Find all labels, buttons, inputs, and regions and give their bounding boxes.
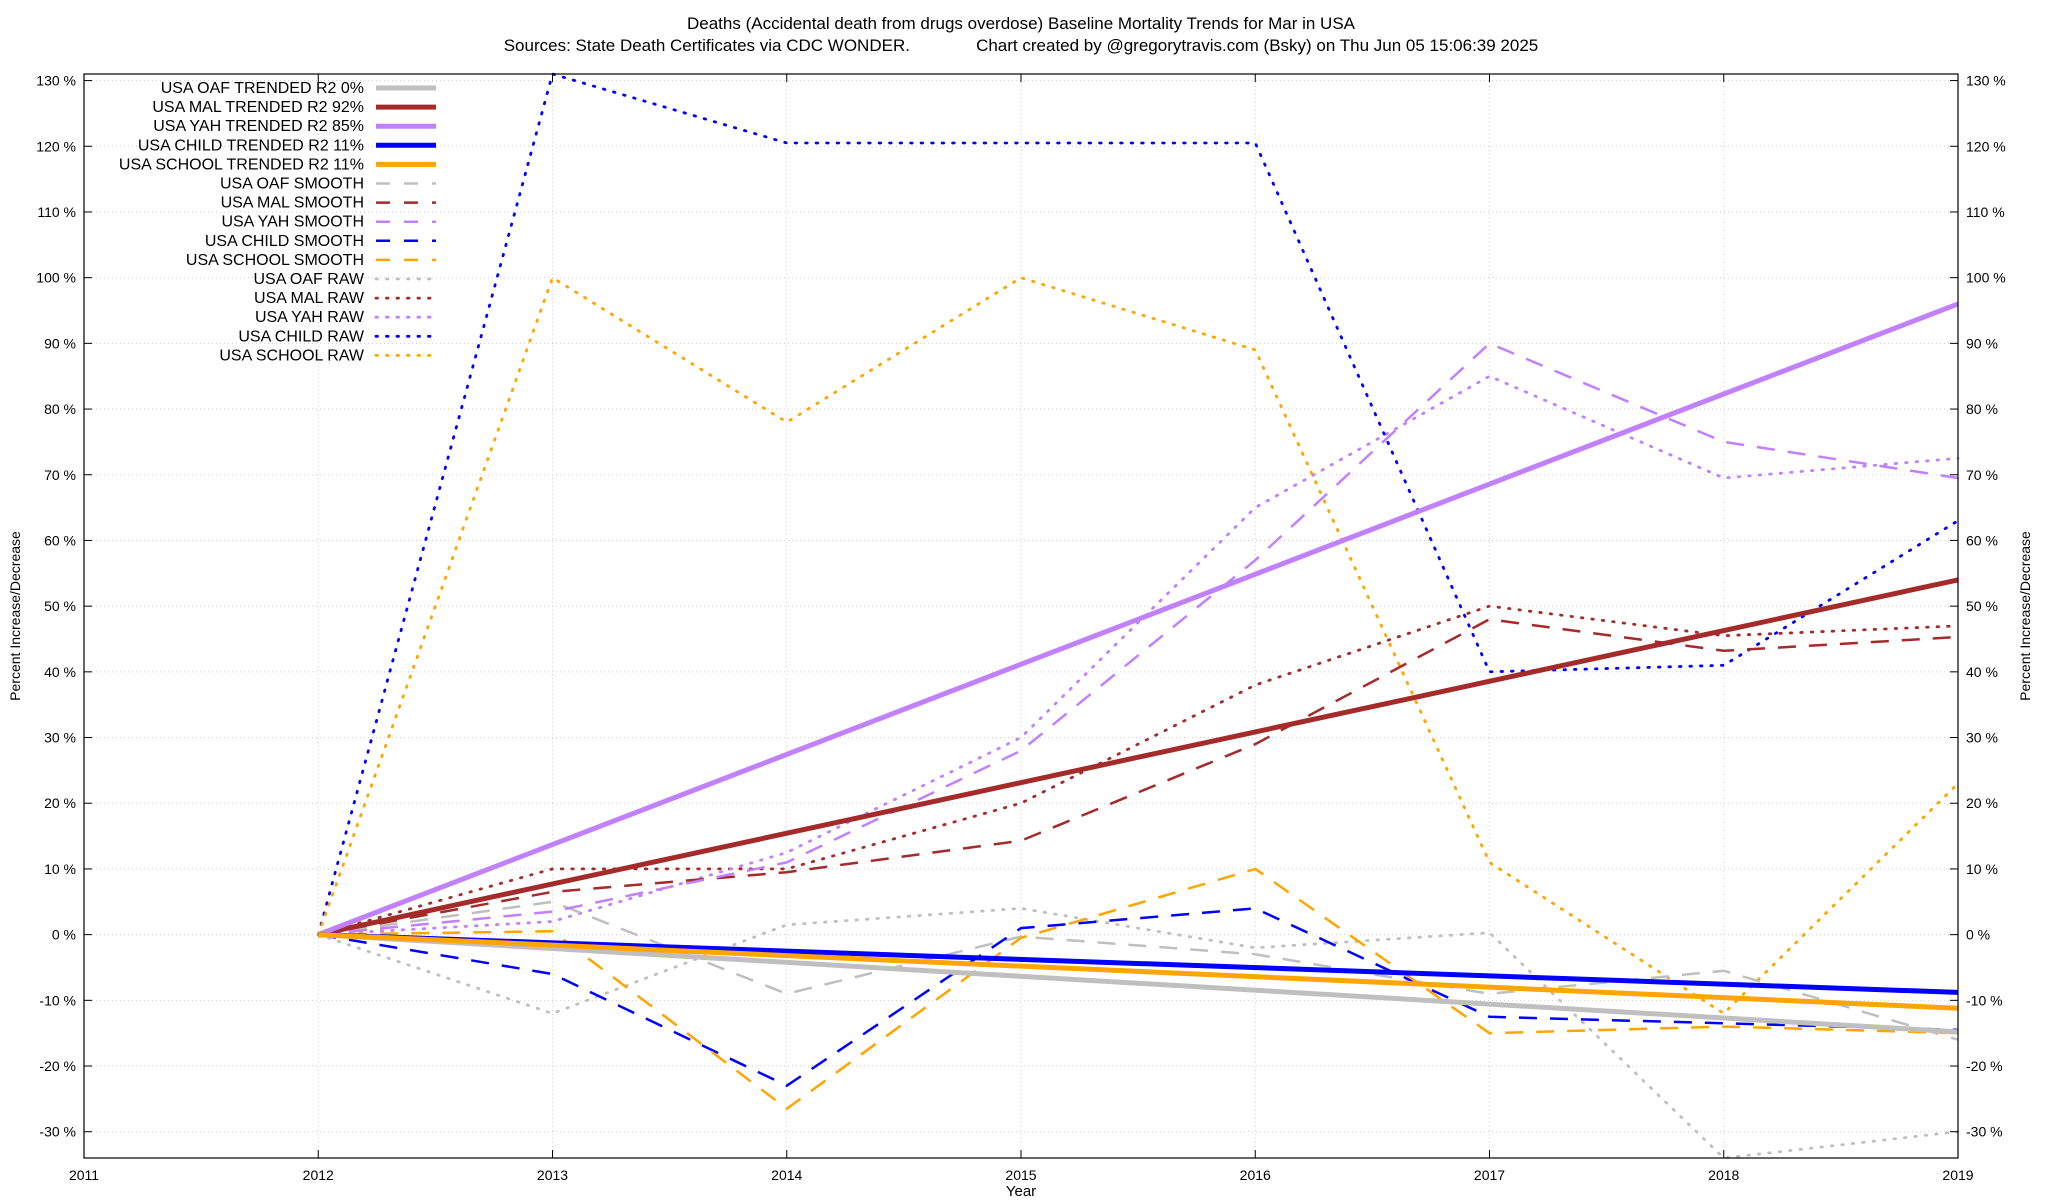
y-tick-label: 110 % <box>37 204 76 220</box>
x-axis-label: Year <box>1006 1183 1036 1200</box>
series-group <box>316 72 1960 1160</box>
legend-label: USA SCHOOL SMOOTH <box>186 252 364 269</box>
legend-label: USA MAL SMOOTH <box>221 195 364 212</box>
y-tick-label: 70 % <box>44 467 76 483</box>
series-line-school-raw <box>316 276 1960 1015</box>
y2-tick-label: 110 % <box>1966 204 2005 220</box>
legend-label: USA MAL TRENDED R2 92% <box>152 99 364 116</box>
y-tick-label: 30 % <box>44 730 76 746</box>
legend-label: USA YAH RAW <box>255 309 365 326</box>
x-tick-label: 2017 <box>1474 1167 1505 1183</box>
legend-label: USA OAF RAW <box>253 271 364 288</box>
series-line-school-smooth <box>318 867 1959 1110</box>
legend-label: USA YAH TRENDED R2 85% <box>153 118 364 135</box>
y2-tick-label: -20 % <box>1966 1058 2003 1074</box>
legend-label: USA YAH SMOOTH <box>221 214 364 231</box>
y2-tick-label: 40 % <box>1966 664 1998 680</box>
y-tick-label: -30 % <box>39 1124 76 1140</box>
series-line-yah-trended <box>317 301 1959 937</box>
x-tick-label: 2019 <box>1942 1167 1973 1183</box>
y-tick-label: 0 % <box>52 927 76 943</box>
y-tick-label: 10 % <box>44 861 76 877</box>
y2-tick-label: 60 % <box>1966 532 1998 548</box>
y-tick-label: 50 % <box>44 598 76 614</box>
y2-tick-label: -10 % <box>1966 992 2003 1008</box>
y-tick-label: -10 % <box>39 992 76 1008</box>
y-tick-label: 120 % <box>36 138 76 154</box>
y-tick-label: 20 % <box>44 795 76 811</box>
y-tick-label: 40 % <box>44 664 76 680</box>
y-axis-label: Percent Increase/Decrease <box>7 531 23 701</box>
y2-tick-label: 120 % <box>1966 138 2006 154</box>
grid <box>83 74 1959 1158</box>
y2-tick-label: 80 % <box>1966 401 1998 417</box>
series-line-mal-raw <box>316 604 1960 936</box>
y2-axis-label: Percent Increase/Decrease <box>2017 531 2033 701</box>
x-tick-label: 2013 <box>537 1167 568 1183</box>
series-line-school-trended <box>318 932 1959 1011</box>
legend: USA OAF TRENDED R2 0% USA MAL TRENDED R2 … <box>119 80 438 364</box>
y-tick-label: -20 % <box>39 1058 76 1074</box>
series-line-yah-smooth <box>318 342 1959 936</box>
legend-label: USA OAF SMOOTH <box>220 176 364 193</box>
x-tick-label: 2012 <box>303 1167 334 1183</box>
y2-tick-label: 30 % <box>1966 730 1998 746</box>
legend-label: USA CHILD TRENDED R2 11% <box>138 137 364 154</box>
y-tick-label: 130 % <box>36 73 76 89</box>
chart-title: Deaths (Accidental death from drugs over… <box>687 14 1356 33</box>
legend-label: USA CHILD SMOOTH <box>205 233 364 250</box>
y-tick-label: 100 % <box>36 270 76 286</box>
y2-tick-label: -30 % <box>1966 1124 2003 1140</box>
y2-tick-label: 50 % <box>1966 598 1998 614</box>
series-line-oaf-smooth <box>318 900 1959 1041</box>
y2-tick-label: 100 % <box>1966 270 2006 286</box>
y-tick-label: 80 % <box>44 401 76 417</box>
axis-ticks: 130 % 130 % 120 % 120 % 110 % 110 % 100 % 100 %… <box>36 73 2005 1183</box>
x-tick-label: 2015 <box>1005 1167 1036 1183</box>
y-tick-label: 90 % <box>44 335 76 351</box>
x-tick-label: 2018 <box>1708 1167 1739 1183</box>
y2-tick-label: 130 % <box>1966 73 2006 89</box>
legend-label: USA SCHOOL TRENDED R2 11% <box>119 156 364 173</box>
x-tick-label: 2014 <box>771 1167 802 1183</box>
legend-label: USA OAF TRENDED R2 0% <box>161 80 364 97</box>
y2-tick-label: 10 % <box>1966 861 1998 877</box>
series-line-oaf-trended <box>318 932 1959 1035</box>
y2-tick-label: 70 % <box>1966 467 1998 483</box>
series-line-child-smooth <box>318 907 1959 1087</box>
legend-label: USA MAL RAW <box>254 290 365 307</box>
x-tick-label: 2011 <box>69 1167 99 1183</box>
series-line-mal-trended <box>317 577 1959 938</box>
series-line-yah-raw <box>316 374 1960 936</box>
x-tick-label: 2016 <box>1240 1167 1271 1183</box>
series-line-oaf-raw <box>316 907 1960 1160</box>
y2-tick-label: 0 % <box>1966 927 1990 943</box>
y-tick-label: 60 % <box>44 532 76 548</box>
y2-tick-label: 90 % <box>1966 335 1998 351</box>
legend-label: USA SCHOOL RAW <box>219 347 365 364</box>
chart-subtitle: Sources: State Death Certificates via CD… <box>504 36 1539 55</box>
series-line-child-trended <box>318 932 1959 995</box>
y2-tick-label: 20 % <box>1966 795 1998 811</box>
legend-label: USA CHILD RAW <box>238 328 365 345</box>
